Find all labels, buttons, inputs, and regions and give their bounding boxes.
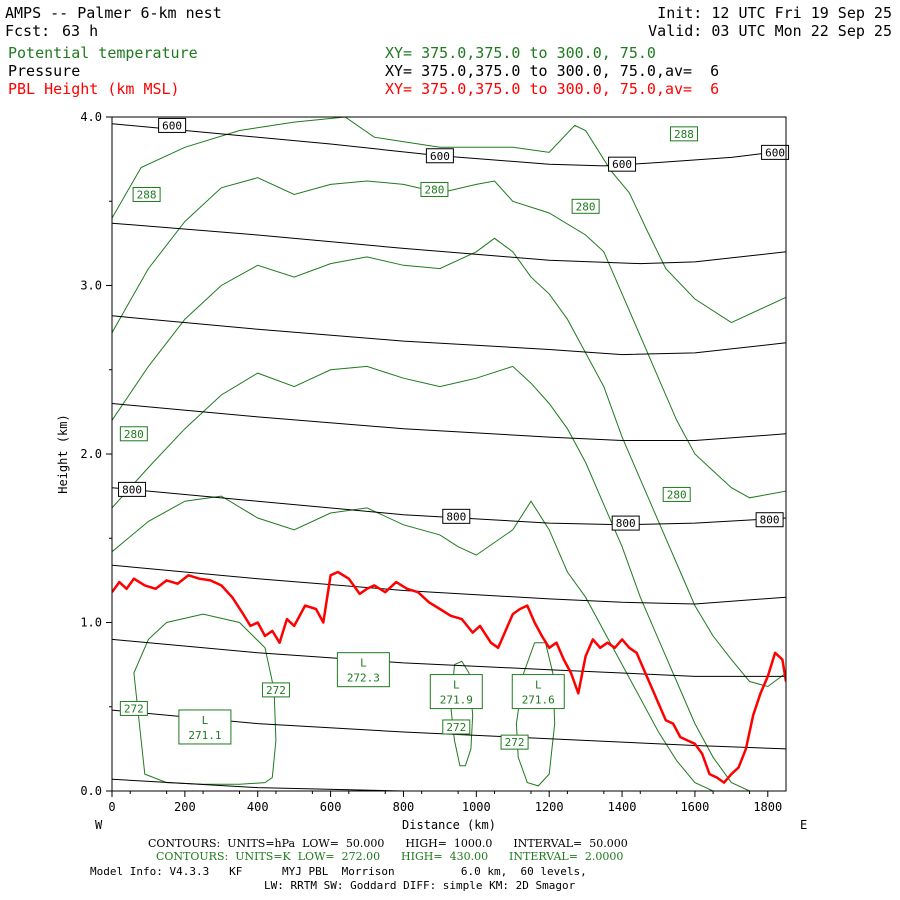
low-center-box-0 [178, 709, 232, 745]
pressure-label-1: 600 [430, 150, 450, 163]
pressure-label-1-box [425, 148, 454, 164]
theta-label-1: 288 [674, 128, 694, 141]
footer-pressure-contours: CONTOURS: UNITS=hPa LOW= 50.000 HIGH= 10… [148, 837, 628, 850]
pressure-label-3: 600 [765, 146, 785, 159]
low-center-value-0: 271.1 [188, 729, 221, 742]
pressure-label-4: 800 [122, 483, 142, 496]
low-center-value-3: 271.6 [522, 694, 555, 707]
forecast-hours: 63 h [62, 22, 99, 40]
pressure-label-6: 800 [616, 517, 636, 530]
x-tick-label-5: 1000 [462, 800, 491, 814]
x-axis-east-label: E [800, 818, 807, 832]
pressure-label-5: 800 [446, 510, 466, 523]
theta-label-9: 272 [505, 736, 525, 749]
forecast-label: Fcst: [5, 22, 51, 40]
theta-contour-2 [112, 237, 786, 688]
pressure-label-5-box [442, 508, 471, 524]
low-center-marker-2: L [453, 679, 460, 692]
field-pressure-xy: XY= 375.0,375.0 to 300.0, 75.0,av= 6 [385, 62, 720, 80]
theta-label-7: 272 [266, 684, 286, 697]
footer-model-info-2: LW: RRTM SW: Goddard DIFF: simple KM: 2D… [264, 879, 576, 892]
pressure-label-0-box [158, 117, 187, 133]
y-tick-label-2: 2.0 [80, 447, 102, 461]
theta-cold-pool-contour-2 [515, 642, 556, 787]
low-center-marker-1: L [360, 657, 367, 670]
y-tick-label-1: 1.0 [80, 616, 102, 630]
theta-label-8-box [442, 719, 471, 735]
theta-cold-pool-contour-0 [133, 613, 277, 785]
pbl-height-line [112, 570, 786, 784]
theta-contour-0 [112, 117, 786, 324]
theta-label-9-box [500, 734, 529, 750]
pressure-label-4-box [118, 481, 147, 497]
theta-cold-pool-contour-1 [450, 660, 474, 767]
low-center-box-1 [336, 652, 390, 688]
footer-model-info: Model Info: V4.3.3 KF MYJ PBL Morrison 6… [90, 865, 587, 878]
x-tick-label-0: 0 [108, 800, 115, 814]
pressure-isobar-0 [112, 123, 786, 167]
y-tick-label-3: 3.0 [80, 279, 102, 293]
x-tick-label-1: 200 [174, 800, 196, 814]
pressure-isobar-5 [112, 564, 786, 605]
field-pbl-xy: XY= 375.0,375.0 to 300.0, 75.0,av= 6 [385, 80, 720, 98]
theta-label-2: 280 [424, 183, 444, 196]
theta-label-0-box [132, 187, 161, 203]
theta-contour-4 [112, 495, 732, 791]
pressure-isobar-3 [112, 403, 786, 441]
field-pbl-name: PBL Height (km MSL) [8, 80, 180, 98]
pressure-label-2-box [608, 156, 637, 172]
x-tick-label-2: 400 [247, 800, 269, 814]
pressure-label-7: 800 [760, 514, 780, 527]
low-center-marker-3: L [535, 679, 542, 692]
theta-label-4-box [119, 426, 148, 442]
theta-label-0: 288 [137, 189, 157, 202]
theta-label-6: 272 [124, 702, 144, 715]
pressure-isobar-8 [112, 778, 786, 791]
low-center-value-2: 271.9 [440, 694, 473, 707]
theta-label-7-box [261, 682, 290, 698]
x-axis-west-label: W [95, 818, 103, 832]
x-tick-label-3: 600 [320, 800, 342, 814]
low-center-box-2 [429, 674, 483, 710]
theta-label-3: 280 [576, 200, 596, 213]
footer-theta-contours: CONTOURS: UNITS=K LOW= 272.00 HIGH= 430.… [156, 850, 624, 863]
field-theta-xy: XY= 375.0,375.0 to 300.0, 75.0 [385, 44, 656, 62]
pressure-isobar-1 [112, 222, 786, 265]
low-center-value-1: 272.3 [347, 672, 380, 685]
pressure-label-3-box [761, 144, 790, 160]
pressure-label-0: 600 [162, 119, 182, 132]
theta-label-8: 272 [446, 721, 466, 734]
y-tick-label-0: 0.0 [80, 784, 102, 798]
theta-contour-1 [112, 177, 786, 499]
pressure-label-6-box [611, 515, 640, 531]
theta-label-5: 280 [667, 488, 687, 501]
x-tick-label-6: 1200 [535, 800, 564, 814]
field-pressure-name: Pressure [8, 62, 81, 80]
pressure-label-2: 600 [612, 158, 632, 171]
pressure-isobar-2 [112, 315, 786, 356]
x-tick-label-9: 1800 [753, 800, 782, 814]
y-axis-title: Height (km) [56, 414, 70, 493]
theta-label-6-box [119, 700, 148, 716]
pressure-isobar-4 [112, 487, 786, 526]
x-tick-label-7: 1400 [608, 800, 637, 814]
x-axis-title: Distance (km) [402, 818, 496, 832]
x-tick-label-8: 1600 [680, 800, 709, 814]
valid-time: Valid: 03 UTC Mon 22 Sep 25 [648, 22, 892, 40]
theta-label-2-box [420, 181, 449, 197]
pressure-isobar-6 [112, 638, 786, 677]
y-tick-label-4: 4.0 [80, 110, 102, 124]
theta-label-4: 280 [124, 428, 144, 441]
low-center-marker-0: L [202, 714, 209, 727]
x-tick-label-4: 800 [393, 800, 415, 814]
field-theta-name: Potential temperature [8, 44, 198, 62]
theta-label-1-box [669, 126, 698, 142]
chart-title: AMPS -- Palmer 6-km nest [5, 4, 222, 22]
theta-label-3-box [571, 198, 600, 214]
theta-label-5-box [662, 486, 691, 502]
init-time: Init: 12 UTC Fri 19 Sep 25 [657, 4, 892, 22]
pressure-label-7-box [755, 512, 784, 528]
low-center-box-3 [511, 674, 565, 710]
